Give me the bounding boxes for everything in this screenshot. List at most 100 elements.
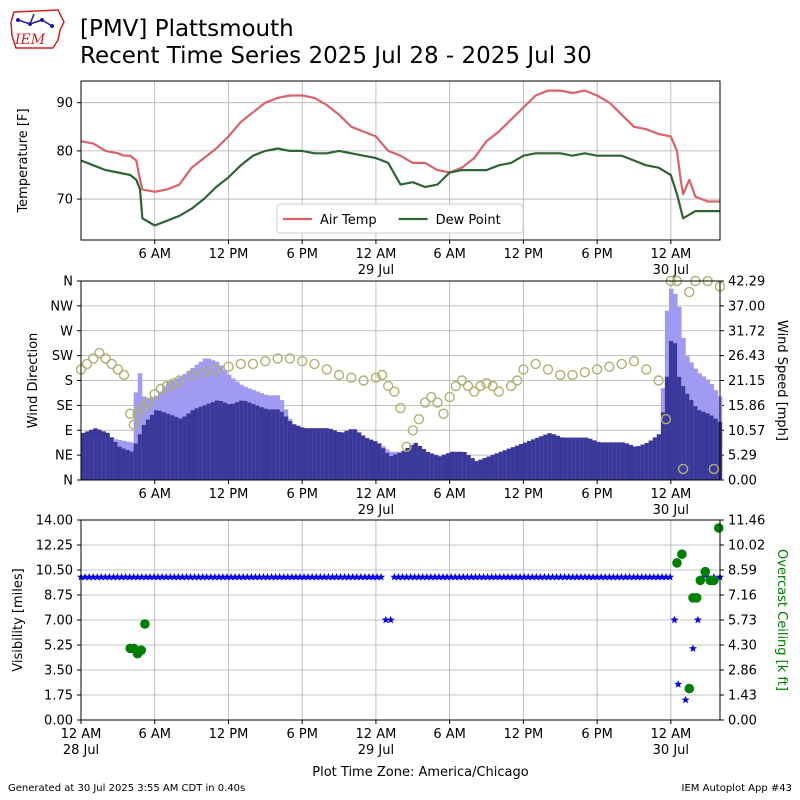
direction-tick-label: N	[63, 474, 73, 489]
temp-x-tick-label: 6 PM	[286, 247, 317, 262]
speed-bar	[506, 448, 512, 480]
title-line-1: [PMV] Plattsmouth	[80, 16, 294, 42]
visibility-tick-label: 5.25	[44, 639, 73, 654]
speed-bar	[328, 428, 333, 480]
ceiling-marker	[677, 549, 687, 559]
visibility-marker	[198, 572, 207, 581]
direction-marker	[198, 367, 210, 378]
speed-tick-label: 37.00	[728, 299, 765, 314]
wind-date-label: 29 Jul	[358, 503, 394, 518]
speed-bar	[535, 437, 540, 480]
visibility-marker	[609, 572, 618, 581]
visibility-marker	[414, 572, 423, 581]
visibility-marker	[320, 572, 329, 581]
visibility-marker	[471, 572, 480, 581]
iem-logo: IEM	[10, 9, 65, 49]
visibility-marker	[536, 572, 545, 581]
visibility-marker	[621, 572, 630, 581]
visibility-marker	[291, 572, 300, 581]
ceiling-marker	[714, 523, 724, 533]
direction-marker	[530, 358, 541, 370]
logo-text: IEM	[14, 32, 46, 48]
visibility-marker	[85, 572, 94, 581]
direction-marker	[395, 402, 406, 414]
speed-bar	[608, 442, 613, 480]
direction-marker	[475, 380, 486, 392]
speed-bar	[360, 435, 366, 480]
direction-marker	[660, 414, 672, 425]
speed-bar	[567, 437, 573, 480]
speed-bar	[454, 451, 459, 480]
visibility-marker	[653, 572, 662, 581]
direction-marker	[247, 358, 259, 370]
visibility-marker	[605, 572, 614, 581]
speed-bar	[583, 437, 589, 480]
direction-marker	[407, 425, 418, 436]
vis-x-tick-label: 6 PM	[581, 727, 612, 742]
speed-bar	[579, 437, 585, 480]
temp-x-tick-label: 12 AM	[650, 247, 691, 262]
speed-bar	[214, 400, 220, 480]
visibility-marker	[589, 572, 598, 581]
visibility-marker	[206, 572, 215, 581]
speed-bar	[612, 442, 617, 480]
visibility-marker	[524, 572, 533, 581]
visibility-marker	[231, 572, 240, 581]
direction-marker	[88, 353, 99, 364]
speed-bar	[681, 386, 686, 480]
wind-speed-axis-label: Wind Speed [mph]	[774, 320, 789, 441]
temp-x-tick-label: 12 PM	[504, 247, 544, 262]
speed-bar	[405, 448, 410, 480]
ceiling-tick-label: 7.16	[728, 589, 757, 604]
visibility-marker	[283, 572, 292, 581]
speed-bar	[502, 450, 508, 480]
speed-bar	[295, 425, 301, 480]
visibility-marker	[194, 572, 203, 581]
speed-bar	[218, 401, 224, 480]
visibility-marker	[121, 572, 130, 581]
visibility-marker	[89, 572, 98, 581]
temp-x-tick-label: 6 AM	[138, 247, 171, 262]
direction-marker	[487, 380, 498, 392]
direction-marker	[284, 353, 296, 364]
speed-bar	[145, 419, 151, 480]
speed-bar	[413, 442, 418, 480]
speed-bar	[648, 440, 654, 480]
visibility-marker	[117, 572, 126, 581]
generated-note: Generated at 30 Jul 2025 3:55 AM CDT in …	[8, 783, 246, 794]
visibility-marker	[520, 572, 529, 581]
speed-bar	[300, 427, 305, 480]
speed-bar	[644, 443, 650, 480]
speed-tick-label: 26.43	[728, 349, 765, 364]
speed-bar	[437, 456, 443, 480]
speed-bar	[267, 409, 272, 480]
visibility-marker	[394, 572, 403, 581]
wind-x-tick-label: 12 AM	[356, 487, 397, 502]
speed-bar	[559, 437, 564, 480]
dew-point-line	[80, 147, 720, 227]
speed-bar	[652, 437, 658, 480]
wind-x-tick-label: 6 PM	[581, 487, 612, 502]
speed-bar	[364, 438, 370, 480]
gust-bar	[133, 392, 139, 480]
speed-bar	[478, 459, 483, 480]
temperature-panel-frame	[80, 80, 721, 241]
visibility-marker	[637, 572, 646, 581]
speed-bar	[182, 416, 187, 480]
vis-x-tick-label: 6 AM	[433, 727, 466, 742]
speed-tick-label: 5.29	[728, 449, 757, 464]
vis-date-label: 29 Jul	[358, 743, 394, 758]
visibility-marker	[439, 572, 447, 581]
direction-marker	[137, 402, 148, 414]
visibility-marker	[585, 572, 593, 581]
speed-bar	[575, 437, 581, 480]
visibility-marker	[641, 572, 650, 581]
speed-bar	[227, 404, 232, 480]
ceiling-tick-label: 1.43	[728, 689, 757, 704]
visibility-marker	[218, 572, 227, 581]
speed-bar	[636, 446, 642, 480]
temp-date-label: 29 Jul	[358, 263, 394, 278]
visibility-tick-label: 8.75	[44, 589, 73, 604]
visibility-marker	[516, 572, 525, 581]
visibility-marker	[154, 572, 162, 581]
